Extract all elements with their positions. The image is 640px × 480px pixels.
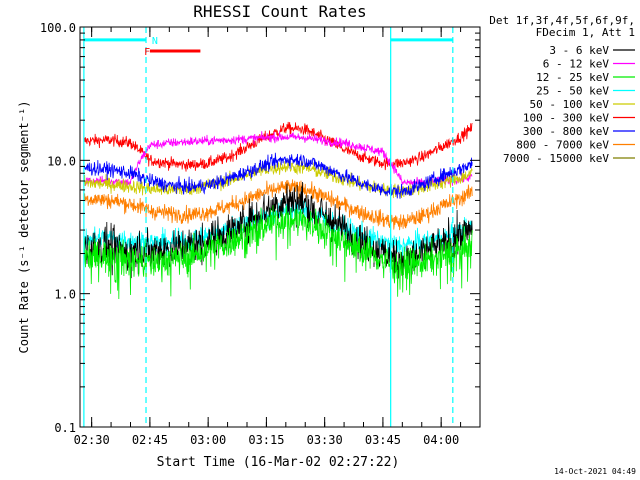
legend-header-line: FDecim 1, Att 1 xyxy=(536,26,635,39)
legend-entry-label: 25 - 50 keV xyxy=(536,85,609,98)
flag-bars-layer: NF xyxy=(83,36,453,58)
x-tick-label: 03:15 xyxy=(248,433,284,447)
series-300-800kev xyxy=(83,152,473,199)
generation-timestamp: 14-Oct-2021 04:49 xyxy=(554,467,636,476)
legend-entry-label: 6 - 12 keV xyxy=(543,58,610,71)
series-6-12kev xyxy=(83,131,473,187)
x-axis-label: Start Time (16-Mar-02 02:27:22) xyxy=(157,455,400,470)
y-axis: 0.1 1.0 10.0 100.0 xyxy=(40,21,480,435)
legend-entry-label: 800 - 7000 keV xyxy=(516,139,609,152)
series-trace xyxy=(83,205,473,300)
legend-entry-label: 7000 - 15000 keV xyxy=(503,152,609,165)
series-trace xyxy=(83,121,473,172)
series-trace xyxy=(83,179,473,231)
y-tick-label: 10.0 xyxy=(47,154,76,168)
plot-frame xyxy=(79,26,481,428)
series-trace xyxy=(83,152,473,199)
x-tick-label: 04:00 xyxy=(423,433,459,447)
x-axis: 02:30 02:45 03:00 03:15 03:30 03:45 04:00 xyxy=(74,27,481,447)
chart-title: RHESSI Count Rates xyxy=(193,2,366,21)
series-trace xyxy=(83,131,473,187)
y-axis-label: Count Rate (s⁻¹ detector segment⁻¹) xyxy=(17,101,31,354)
series-trace xyxy=(83,196,473,259)
legend: Det 1f,3f,4f,5f,6f,9f,FDecim 1, Att 1 3 -… xyxy=(489,14,635,165)
x-tick-label: 03:30 xyxy=(307,433,343,447)
legend-header-line: Det 1f,3f,4f,5f,6f,9f, xyxy=(489,14,635,27)
legend-entry-label: 50 - 100 keV xyxy=(530,98,610,111)
x-tick-label: 02:30 xyxy=(74,433,110,447)
y-tick-label: 0.1 xyxy=(54,421,76,435)
series-12-25kev xyxy=(83,205,473,300)
series-50-100kev xyxy=(83,159,473,199)
legend-entry-label: 3 - 6 keV xyxy=(549,44,609,57)
x-tick-label: 03:45 xyxy=(365,433,401,447)
y-tick-label: 100.0 xyxy=(40,21,76,35)
vertical-lines-layer xyxy=(83,27,454,427)
legend-entry-label: 12 - 25 keV xyxy=(536,71,609,84)
series-25-50kev xyxy=(83,196,473,259)
series-trace xyxy=(83,159,473,199)
x-tick-label: 02:45 xyxy=(132,433,168,447)
flag-label-n: N xyxy=(152,36,158,47)
series-100-300kev xyxy=(83,121,473,172)
y-tick-label: 1.0 xyxy=(54,288,76,302)
series-800-7000kev xyxy=(83,179,473,231)
legend-entry-label: 300 - 800 keV xyxy=(523,125,609,138)
flag-label-f: F xyxy=(144,47,150,58)
series-layer xyxy=(83,121,473,300)
legend-entry-label: 100 - 300 keV xyxy=(523,112,609,125)
x-tick-label: 03:00 xyxy=(190,433,226,447)
